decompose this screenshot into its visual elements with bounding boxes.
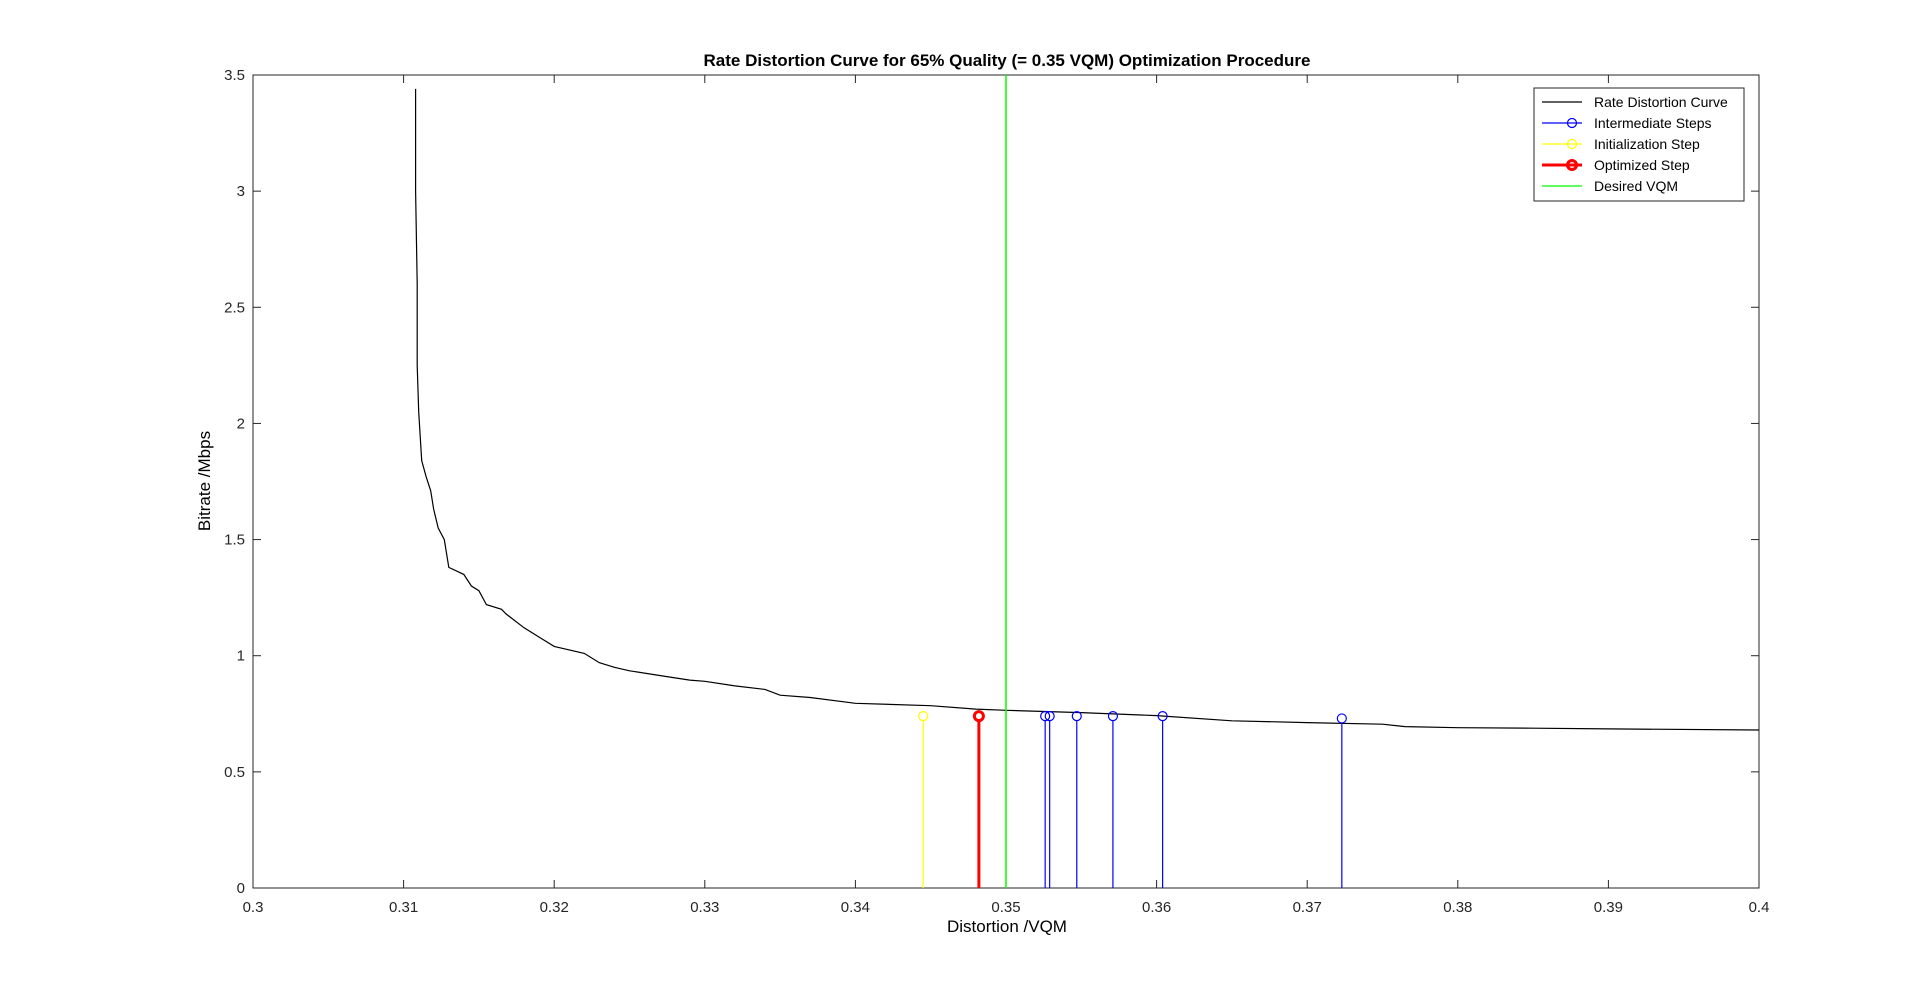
rate-distortion-curve-line <box>415 88 1760 731</box>
intermediate-steps-marker <box>1040 711 1051 722</box>
intermediate-steps-marker <box>1044 711 1055 722</box>
plot-area: 0.3 0.31 0.32 0.33 0.34 0.35 0.36 0.37 0.38 0.39 0… <box>224 67 1769 916</box>
x-tick-label: 0.38 <box>1443 899 1472 916</box>
y-tick-label: 0.5 <box>224 764 245 781</box>
intermediate-steps-marker <box>1071 711 1082 722</box>
y-tick-label: 1 <box>237 648 245 665</box>
legend-label-intermediate-steps: Intermediate Steps <box>1594 115 1712 131</box>
legend: Rate Distortion Curve Intermediate Steps I… <box>1533 87 1745 202</box>
chart-title: Rate Distortion Curve for 65% Quality (=… <box>704 51 1311 70</box>
x-tick-label: 0.39 <box>1594 899 1623 916</box>
legend-marker-initialization-step <box>1566 138 1578 150</box>
x-axis-label: Distortion /VQM <box>947 917 1067 936</box>
x-tick-label: 0.32 <box>540 899 569 916</box>
x-tick-label: 0.34 <box>841 899 870 916</box>
x-tick-label: 0.31 <box>389 899 418 916</box>
y-tick-label: 3 <box>237 183 245 200</box>
optimized-step-marker <box>972 710 985 723</box>
y-tick-label: 1.5 <box>224 532 245 549</box>
x-tick-label: 0.33 <box>690 899 719 916</box>
y-tick-label: 3.5 <box>224 67 245 84</box>
intermediate-steps-marker <box>1107 711 1119 722</box>
intermediate-steps-marker <box>1336 713 1347 724</box>
y-tick-label: 2.5 <box>224 299 245 316</box>
intermediate-steps-marker <box>1157 711 1168 722</box>
legend-label-desired-vqm: Desired VQM <box>1594 178 1678 194</box>
y-tick-label: 0 <box>237 880 245 897</box>
legend-marker-optimized-step <box>1566 159 1578 171</box>
x-tick-label: 0.36 <box>1142 899 1171 916</box>
legend-label-initialization-step: Initialization Step <box>1594 136 1700 152</box>
x-tick-label: 0.35 <box>991 899 1020 916</box>
legend-label-rate-distortion-curve: Rate Distortion Curve <box>1594 94 1728 110</box>
x-tick-label: 0.37 <box>1293 899 1322 916</box>
x-tick-label: 0.4 <box>1749 899 1770 916</box>
legend-label-optimized-step: Optimized Step <box>1594 157 1690 173</box>
y-tick-label: 2 <box>237 415 245 432</box>
y-axis-label: Bitrate /Mbps <box>195 431 214 531</box>
initialization-step-marker <box>918 711 929 722</box>
legend-marker-intermediate-steps <box>1566 117 1578 129</box>
x-tick-label: 0.3 <box>243 899 264 916</box>
